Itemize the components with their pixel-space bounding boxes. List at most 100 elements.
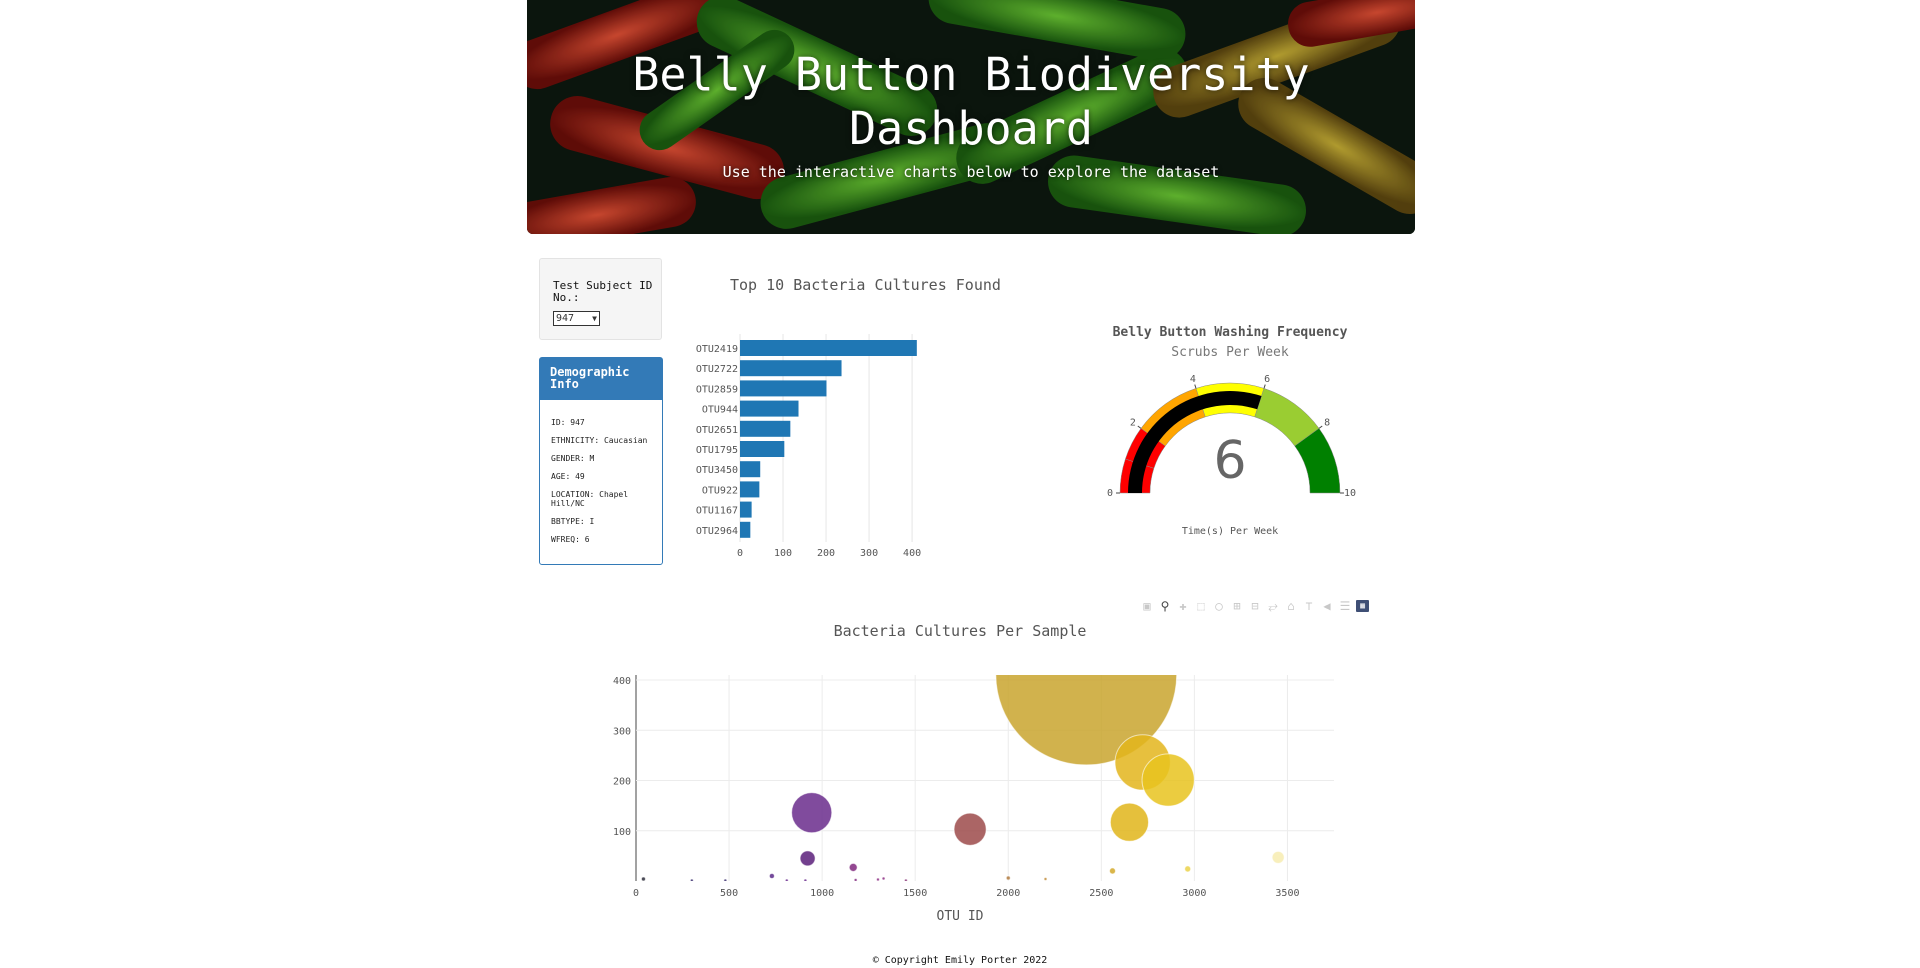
bar-y-tick: OTU2651 — [696, 425, 738, 436]
gauge-title: Belly Button Washing Frequency — [1113, 325, 1348, 340]
bar-OTU944[interactable] — [740, 400, 799, 417]
washing-frequency-gauge[interactable]: Belly Button Washing Frequency Scrubs Pe… — [1085, 318, 1375, 548]
bar-OTU1167[interactable] — [740, 501, 752, 518]
bubble-point[interactable] — [1184, 865, 1192, 873]
bubble-y-tick: 100 — [613, 827, 631, 838]
bar-OTU2651[interactable] — [740, 420, 791, 437]
bubble-point[interactable] — [799, 850, 816, 867]
demo-id: ID: 947 — [551, 418, 585, 427]
camera-icon[interactable]: ▣ — [1143, 599, 1151, 613]
bubble-x-tick: 2500 — [1089, 888, 1113, 899]
zoom-icon[interactable]: ⚲ — [1160, 599, 1170, 613]
bar-y-tick: OTU922 — [702, 485, 738, 496]
subject-select-value: 947 — [556, 313, 575, 324]
title-line-1: Belly Button Biodiversity — [632, 48, 1310, 101]
bubble-point[interactable] — [853, 877, 858, 881]
demo-bbtype: BBTYPE: I — [551, 517, 595, 526]
gauge-tick-mark — [1263, 384, 1266, 389]
bubble-point[interactable] — [1043, 876, 1048, 881]
demo-age: AGE: 49 — [551, 472, 585, 481]
spike-lines-icon[interactable]: ⊤ — [1305, 599, 1313, 613]
bubble-chart-title: Bacteria Cultures Per Sample — [834, 622, 1087, 640]
bubble-y-tick: 200 — [613, 777, 631, 788]
hover-compare-icon[interactable]: ☰ — [1339, 599, 1351, 613]
gauge-tick-label: 6 — [1264, 374, 1270, 385]
bubble-point[interactable] — [1005, 875, 1011, 881]
autoscale-icon[interactable]: ⥂ — [1268, 599, 1278, 613]
bubble-point[interactable] — [803, 878, 808, 882]
gauge-value-bar — [1128, 391, 1262, 493]
bubble-point[interactable] — [1109, 802, 1150, 842]
bubble-point[interactable] — [640, 876, 646, 881]
bubble-point[interactable] — [875, 877, 880, 881]
title-line-2: Dashboard — [849, 102, 1093, 155]
hero-banner: Belly Button Biodiversity Dashboard Use … — [527, 0, 1415, 234]
bubble-chart-grid — [635, 675, 1334, 881]
gauge-tick-label: 4 — [1190, 374, 1196, 385]
subject-id-select[interactable]: 947 ▼ — [553, 311, 600, 326]
bar-OTU2419[interactable] — [740, 340, 917, 356]
bar-y-tick: OTU2859 — [696, 384, 738, 395]
bubble-x-tick: 3500 — [1275, 888, 1299, 899]
bar-x-tick: 100 — [774, 548, 792, 559]
bar-y-tick: OTU2722 — [696, 364, 738, 375]
bar-y-tick: OTU2419 — [696, 344, 738, 355]
bar-OTU2722[interactable] — [740, 360, 842, 377]
bubble-x-tick: 1000 — [810, 888, 834, 899]
gauge-step — [1294, 427, 1341, 494]
bubble-point[interactable] — [768, 872, 775, 879]
demographic-info-panel: Demographic Info ID: 947 ETHNICITY: Cauc… — [539, 357, 663, 565]
bar-chart-x-ticks: 0 100 200 300 400 — [737, 548, 921, 559]
bubble-chart-xlabel: OTU ID — [937, 909, 984, 924]
bubble-x-tick: 0 — [633, 888, 639, 899]
bubble-point[interactable] — [689, 878, 694, 882]
bubble-chart-points — [640, 675, 1285, 882]
demo-gender: GENDER: M — [551, 454, 595, 463]
zoom-in-icon[interactable]: ⊞ — [1233, 599, 1241, 613]
bar-y-tick: OTU3450 — [696, 465, 738, 476]
bubble-y-tick: 300 — [613, 726, 631, 737]
hover-closest-icon[interactable]: ◀ — [1323, 599, 1331, 613]
top10-bar-chart[interactable]: Top 10 Bacteria Cultures Found OTU2419OT… — [690, 270, 1020, 560]
gauge-xlabel: Time(s) Per Week — [1182, 526, 1278, 537]
box-select-icon[interactable]: ⬚ — [1197, 599, 1205, 613]
bar-chart-bars — [740, 340, 917, 538]
reset-axes-icon[interactable]: ⌂ — [1287, 599, 1295, 613]
bubble-chart[interactable]: Bacteria Cultures Per Sample 0 500 1000 150… — [560, 600, 1360, 940]
bar-chart-y-ticks: OTU2419 OTU2722 OTU2859 OTU944 OTU2651 OTU179… — [696, 344, 738, 537]
bar-OTU2964[interactable] — [740, 521, 751, 538]
lasso-icon[interactable]: ◯ — [1215, 599, 1223, 613]
gauge-tick-mark — [1137, 425, 1142, 429]
bubble-point[interactable] — [903, 878, 908, 882]
bar-OTU922[interactable] — [740, 481, 760, 498]
bubble-point[interactable] — [953, 812, 987, 846]
bubble-point[interactable] — [1108, 867, 1117, 875]
bubble-point[interactable] — [723, 878, 728, 882]
pan-icon[interactable]: ✚ — [1179, 599, 1187, 613]
bubble-point[interactable] — [784, 878, 789, 882]
bubble-point[interactable] — [881, 876, 886, 881]
bar-OTU2859[interactable] — [740, 380, 827, 397]
bar-x-tick: 400 — [903, 548, 921, 559]
bubble-chart-y-ticks: 100 200 300 400 — [613, 676, 631, 838]
bar-y-tick: OTU944 — [702, 405, 738, 416]
gauge-subtitle: Scrubs Per Week — [1171, 345, 1289, 360]
bubble-point[interactable] — [791, 792, 833, 834]
bar-OTU1795[interactable] — [740, 441, 785, 457]
bubble-point[interactable] — [1271, 850, 1285, 864]
plotly-logo-icon[interactable]: ▦ — [1356, 600, 1369, 612]
gauge-tick-label: 0 — [1107, 488, 1113, 499]
bacteria-image — [527, 0, 1415, 234]
zoom-out-icon[interactable]: ⊟ — [1251, 599, 1259, 613]
demo-ethnicity: ETHNICITY: Caucasian — [551, 436, 648, 445]
demographic-panel-heading: Demographic Info — [540, 358, 662, 400]
demo-wfreq: WFREQ: 6 — [551, 535, 590, 544]
gauge-value-text: 6 — [1213, 431, 1246, 491]
bubble-point[interactable] — [1141, 753, 1195, 807]
page-subtitle: Use the interactive charts below to expl… — [722, 163, 1220, 181]
bar-OTU3450[interactable] — [740, 461, 761, 478]
bubble-point[interactable] — [848, 862, 858, 872]
page-title: Belly Button Biodiversity Dashboard — [527, 48, 1415, 156]
chevron-down-icon: ▼ — [592, 314, 597, 323]
bubble-x-tick: 500 — [720, 888, 738, 899]
